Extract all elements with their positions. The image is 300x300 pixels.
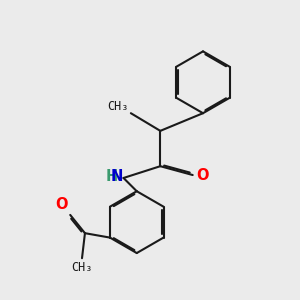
Text: H: H — [105, 169, 118, 184]
Text: O: O — [196, 167, 209, 182]
Text: N: N — [110, 169, 123, 184]
Text: O: O — [55, 197, 67, 212]
Text: CH₃: CH₃ — [107, 100, 128, 112]
Text: CH₃: CH₃ — [71, 261, 93, 274]
